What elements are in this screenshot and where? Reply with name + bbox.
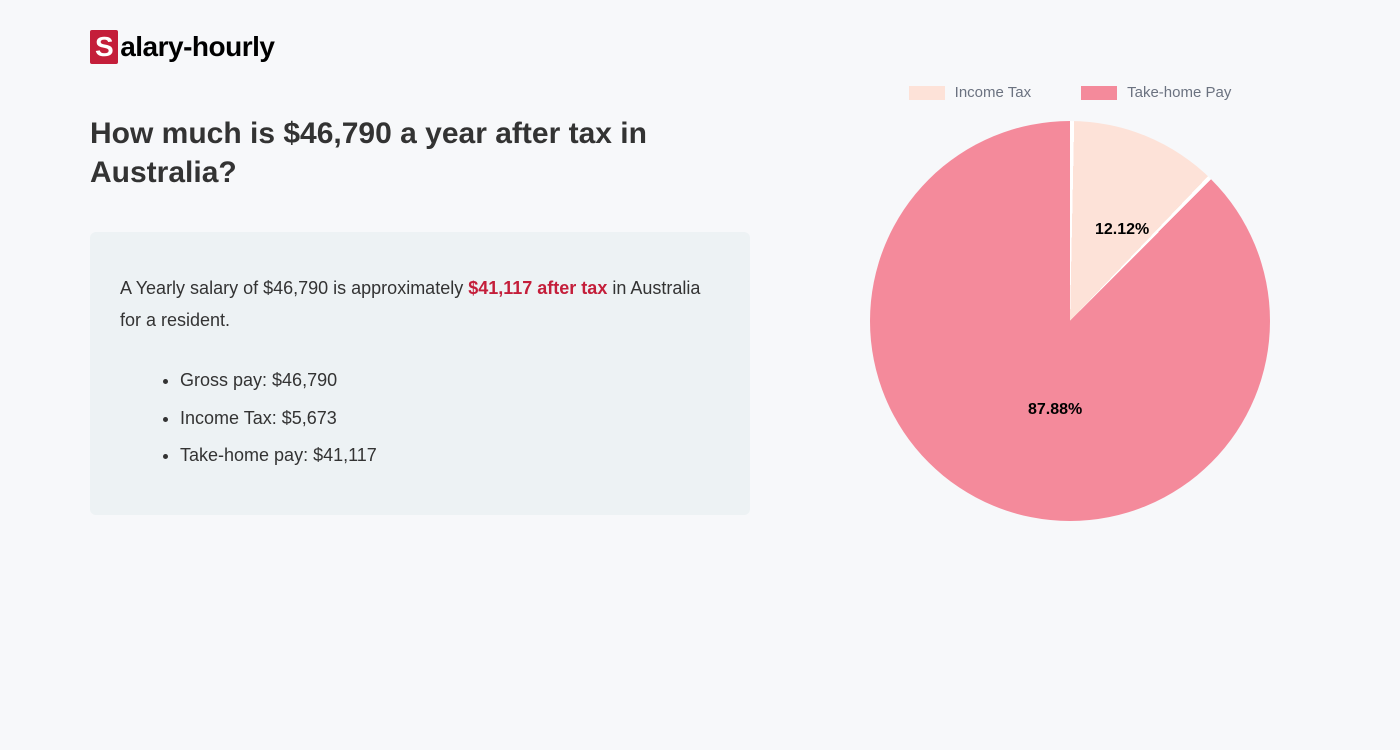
summary-list: Gross pay: $46,790 Income Tax: $5,673 Ta… xyxy=(120,362,720,475)
legend-swatch xyxy=(909,86,945,100)
logo-rest: alary-hourly xyxy=(120,31,274,63)
legend-item-takehome: Take-home Pay xyxy=(1081,84,1231,101)
legend-label: Income Tax xyxy=(955,84,1031,101)
summary-prefix: A Yearly salary of $46,790 is approximat… xyxy=(120,278,468,298)
pie-slice-label: 87.88% xyxy=(1028,401,1082,419)
list-item: Gross pay: $46,790 xyxy=(180,362,720,400)
summary-sentence: A Yearly salary of $46,790 is approximat… xyxy=(120,272,720,337)
page-title: How much is $46,790 a year after tax in … xyxy=(90,114,750,192)
list-item: Take-home pay: $41,117 xyxy=(180,437,720,475)
logo-first-char: S xyxy=(90,30,118,64)
summary-highlight: $41,117 after tax xyxy=(468,278,607,298)
legend-label: Take-home Pay xyxy=(1127,84,1231,101)
list-item: Income Tax: $5,673 xyxy=(180,400,720,438)
summary-box: A Yearly salary of $46,790 is approximat… xyxy=(90,232,750,515)
site-logo: Salary-hourly xyxy=(90,30,1310,64)
chart-legend: Income Tax Take-home Pay xyxy=(909,84,1232,101)
pie-slice-label: 12.12% xyxy=(1095,221,1149,239)
pie-body xyxy=(870,121,1270,521)
legend-item-income-tax: Income Tax xyxy=(909,84,1031,101)
legend-swatch xyxy=(1081,86,1117,100)
pie-chart: 12.12% 87.88% xyxy=(870,121,1270,521)
